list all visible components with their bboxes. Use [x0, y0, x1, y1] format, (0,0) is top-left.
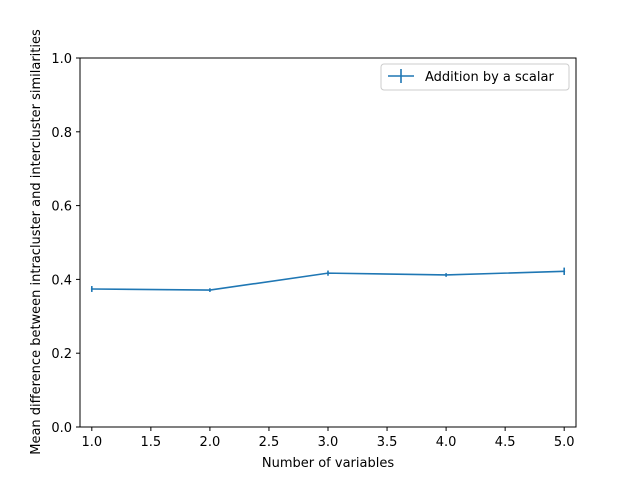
data-point — [208, 289, 211, 292]
y-axis-label: Mean difference between intracluster and… — [29, 29, 44, 455]
y-tick-label: 1.0 — [51, 52, 72, 67]
x-tick-label: 3.0 — [318, 435, 339, 450]
x-tick-label: 4.5 — [495, 435, 516, 450]
axes: 1.0 1.5 2.0 2.5 3.0 3.5 4.0 4.5 5.0 0.0 0.2 0.4 0.6 0… — [51, 52, 577, 450]
data-point — [327, 272, 329, 275]
y-tick-label: 0.4 — [51, 273, 72, 288]
y-tick-label: 0.8 — [51, 126, 72, 141]
y-tick-label: 0.2 — [51, 347, 72, 362]
y-tick-label: 0.6 — [51, 200, 72, 215]
legend-frame — [380, 63, 570, 91]
x-tick-label: 3.5 — [377, 435, 398, 450]
plot-area — [90, 267, 566, 292]
x-tick-label: 1.0 — [81, 435, 102, 450]
x-tick-label: 1.5 — [141, 435, 162, 450]
legend: Addition by a scalar — [380, 63, 570, 91]
legend-series-label: Addition by a scalar — [425, 70, 554, 85]
x-tick-label: 2.5 — [259, 435, 280, 450]
x-tick-label: 2.0 — [200, 435, 221, 450]
y-tick-label: 0.0 — [51, 421, 72, 436]
x-tick-label: 5.0 — [554, 435, 575, 450]
x-tick-label: 4.0 — [436, 435, 457, 450]
data-point — [90, 287, 93, 290]
data-point — [445, 273, 448, 276]
x-axis-label: Number of variables — [262, 456, 394, 471]
data-point — [563, 270, 566, 273]
